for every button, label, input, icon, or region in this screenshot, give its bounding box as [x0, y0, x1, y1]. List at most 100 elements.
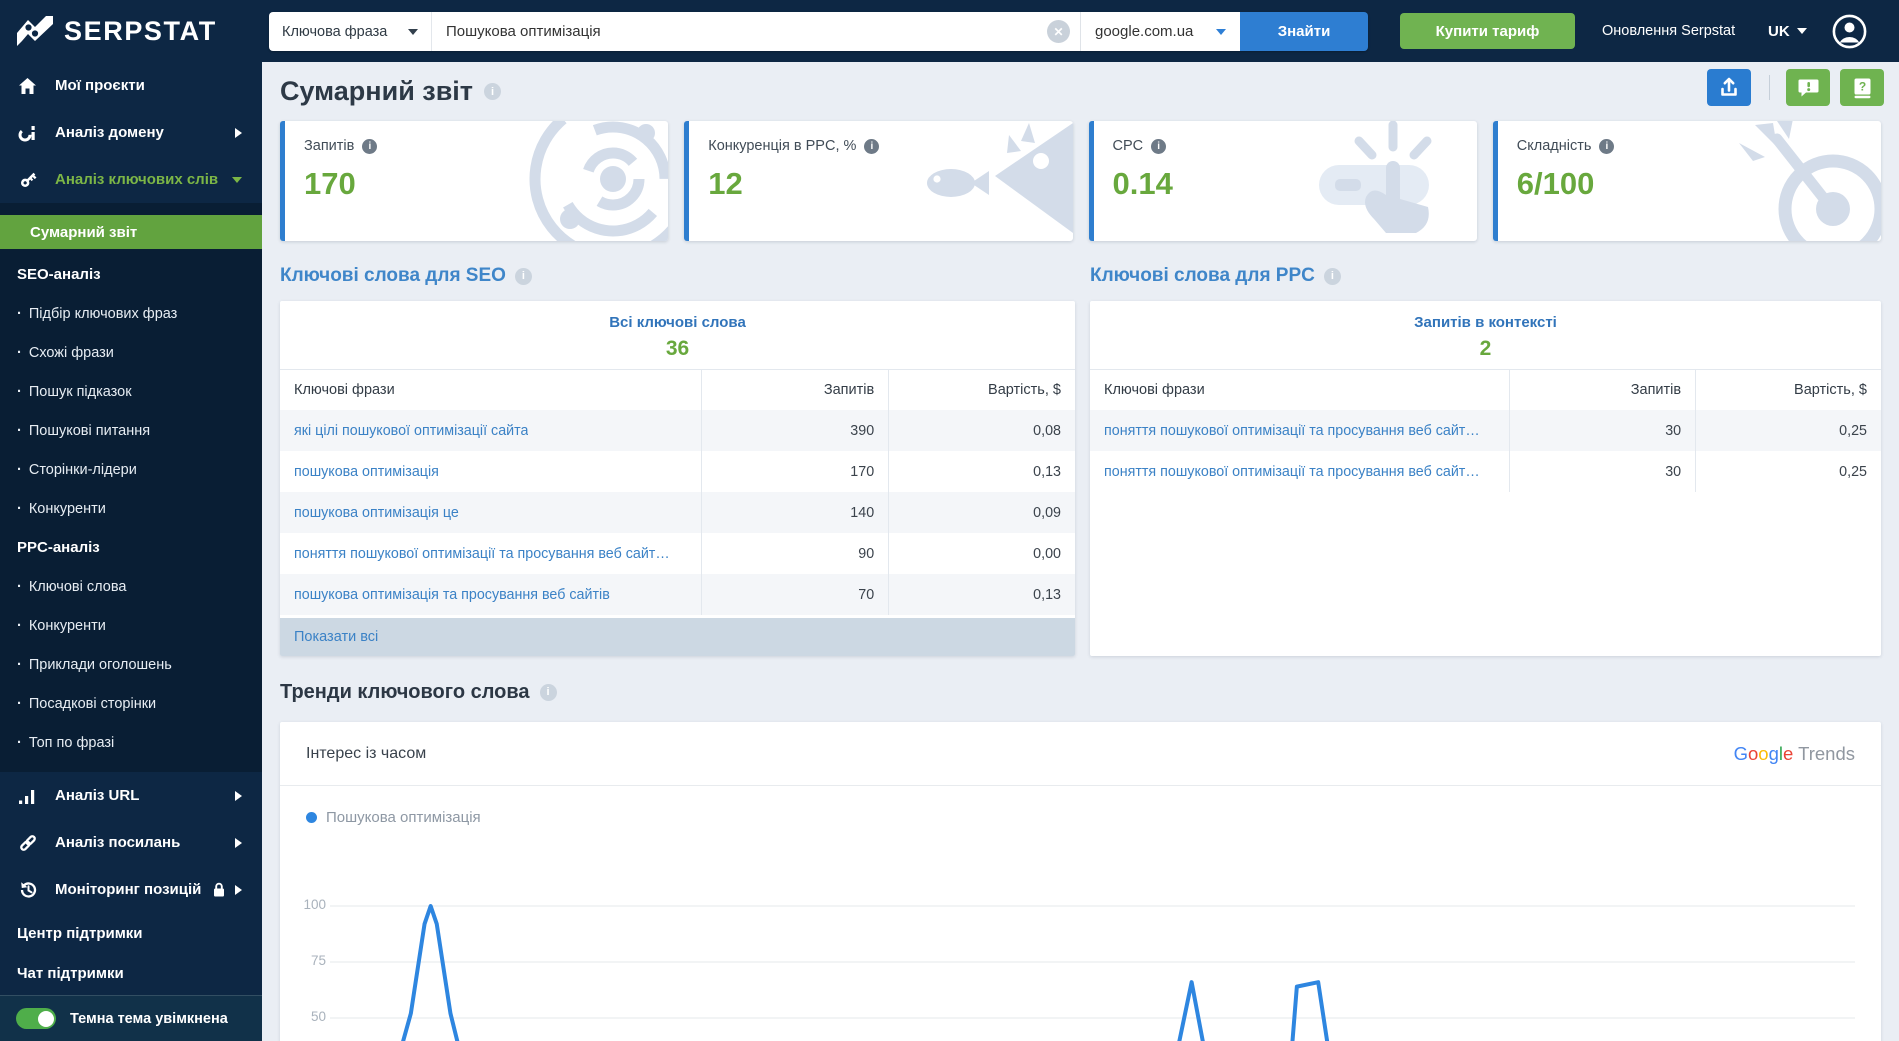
submenu-item[interactable]: Сторінки-лідери	[0, 450, 262, 489]
info-icon[interactable]	[1323, 267, 1341, 285]
keyword-sections: Ключові слова для SEO Всі ключові слова …	[280, 259, 1881, 656]
sidebar-item-top-home[interactable]: Мої проєкти	[0, 62, 262, 109]
submenu-item[interactable]: Пошук підказок	[0, 372, 262, 411]
cell-value: 0,00	[1033, 545, 1061, 562]
region-select[interactable]: google.com.ua	[1080, 12, 1240, 51]
metric-card-label: Складність	[1517, 138, 1881, 154]
google-logo-letters: Google	[1734, 743, 1794, 764]
search-group: Ключова фраза google.com.ua Знайти	[269, 12, 1368, 51]
ppc-summary-value: 2	[1479, 337, 1492, 360]
sidebar-item-bottom-history[interactable]: Моніторинг позицій	[0, 866, 262, 913]
ppc-section: Ключові слова для PPC Запитів в контекст…	[1090, 259, 1881, 656]
submenu-item[interactable]: Схожі фрази	[0, 333, 262, 372]
feedback-button[interactable]	[1786, 69, 1830, 106]
value-cell: 0,00	[888, 533, 1075, 574]
sidebar-item-top-domain[interactable]: Аналіз домену	[0, 109, 262, 156]
help-book-icon: ?	[1854, 78, 1870, 98]
page-title: Сумарний звіт	[280, 76, 502, 107]
column-header-text: Запитів	[1630, 382, 1682, 398]
value-cell: 0,09	[888, 492, 1075, 533]
seo-summary-link[interactable]: Всі ключові слова	[609, 314, 746, 331]
keyword-analysis-submenu: Сумарний звіт SEO-аналіз Підбір ключових ф…	[0, 203, 262, 772]
submenu-item[interactable]: Конкуренти	[0, 489, 262, 528]
submenu-item[interactable]: Конкуренти	[0, 606, 262, 645]
sidebar-support-item[interactable]: Центр підтримки	[17, 924, 143, 942]
submenu-item[interactable]: Ключові слова	[0, 567, 262, 606]
info-icon[interactable]	[362, 138, 378, 154]
updates-link[interactable]: Оновлення Serpstat	[1602, 23, 1736, 39]
sidebar-item-bottom-link[interactable]: Аналіз посилань	[0, 819, 262, 866]
info-icon[interactable]	[539, 683, 557, 701]
language-selector[interactable]: UK	[1768, 0, 1807, 62]
person-icon	[1832, 14, 1867, 49]
sidebar-support-item[interactable]: Чат підтримки	[17, 964, 124, 982]
radar-icon	[478, 121, 669, 241]
y-axis-label: 75	[310, 953, 326, 968]
cell-value: 0,25	[1839, 422, 1867, 439]
keyword-link[interactable]: пошукова оптимізація це	[294, 504, 459, 521]
keyword-link[interactable]: які цілі пошукової оптимізації сайта	[294, 422, 529, 439]
search-type-dropdown[interactable]: Ключова фраза	[269, 12, 432, 51]
theme-toggle[interactable]	[16, 1008, 56, 1029]
metric-card-label: Запитів	[304, 138, 668, 154]
value-cell: 0,25	[1695, 451, 1881, 492]
value-cell: 30	[1509, 451, 1695, 492]
ppc-summary-link[interactable]: Запитів в контексті	[1414, 314, 1557, 331]
serpstat-logo[interactable]: SERPSTAT	[16, 0, 217, 62]
metric-label-text: CPC	[1112, 138, 1144, 154]
submenu-item[interactable]: Топ по фразі	[0, 723, 262, 762]
trends-logo-suffix: Trends	[1793, 742, 1855, 764]
info-icon[interactable]	[514, 267, 532, 285]
cell-value: 170	[850, 463, 875, 480]
column-header-text: Вартість, $	[1794, 382, 1867, 398]
buy-plan-button[interactable]: Купити тариф	[1400, 13, 1575, 49]
export-button[interactable]	[1707, 69, 1751, 106]
google-letter: G	[1733, 742, 1748, 764]
ppc-title-text: Ключові слова для PPC	[1090, 265, 1315, 286]
column-header: Ключові фрази	[280, 370, 701, 410]
keyword-link[interactable]: пошукова оптимізація	[294, 463, 439, 480]
search-button[interactable]: Знайти	[1240, 12, 1368, 51]
bars-icon	[0, 787, 55, 805]
trends-title-text: Тренди ключового слова	[280, 680, 530, 703]
sidebar-item-top-key[interactable]: Аналіз ключових слів	[0, 156, 262, 203]
seo-section: Ключові слова для SEO Всі ключові слова …	[280, 259, 1075, 656]
value-cell: 30	[1509, 410, 1695, 451]
page-title-text: Сумарний звіт	[280, 76, 474, 106]
sidebar-item-label: Мої проєкти	[55, 77, 145, 94]
search-type-value: Ключова фраза	[282, 23, 388, 40]
submenu-item[interactable]: Посадкові сторінки	[0, 684, 262, 723]
user-avatar[interactable]	[1832, 14, 1867, 54]
info-icon[interactable]	[1151, 138, 1167, 154]
info-icon[interactable]	[864, 138, 880, 154]
search-input[interactable]	[432, 12, 1080, 51]
info-icon[interactable]	[1599, 138, 1615, 154]
value-cell: 0,13	[888, 574, 1075, 615]
submenu-item[interactable]: Пошукові питання	[0, 411, 262, 450]
google-trends-logo[interactable]: Google Trends	[1734, 743, 1855, 765]
value-cell: 170	[701, 451, 888, 492]
show-all-link[interactable]: Показати всі	[280, 618, 1075, 656]
table-row: поняття пошукової оптимізації та просува…	[280, 533, 1075, 574]
submenu-item-active[interactable]: Сумарний звіт	[0, 215, 262, 249]
keyword-link[interactable]: поняття пошукової оптимізації та просува…	[294, 545, 670, 562]
help-button[interactable]: ?	[1840, 69, 1884, 106]
interest-over-time-chart: 100 75 50	[280, 877, 1881, 1041]
google-letter: l	[1778, 742, 1783, 764]
metric-card-value: 0.14	[1112, 166, 1173, 201]
cell-value: 0,13	[1033, 463, 1061, 480]
keyword-link[interactable]: поняття пошукової оптимізації та просува…	[1104, 463, 1480, 480]
metric-card-value: 12	[708, 166, 743, 201]
history-icon	[0, 880, 55, 900]
sidebar-item-bottom-bars[interactable]: Аналіз URL	[0, 772, 262, 819]
info-icon[interactable]	[484, 83, 502, 100]
submenu-item[interactable]: Приклади оголошень	[0, 645, 262, 684]
keyword-link[interactable]: пошукова оптимізація та просування веб с…	[294, 586, 610, 603]
sidebar-item-label: Аналіз домену	[55, 124, 164, 141]
submenu-item[interactable]: Підбір ключових фраз	[0, 294, 262, 333]
export-icon	[1721, 77, 1737, 96]
language-value: UK	[1768, 22, 1790, 40]
link-icon	[0, 833, 55, 853]
clear-search-icon[interactable]	[1047, 20, 1070, 43]
keyword-link[interactable]: поняття пошукової оптимізації та просува…	[1104, 422, 1480, 439]
